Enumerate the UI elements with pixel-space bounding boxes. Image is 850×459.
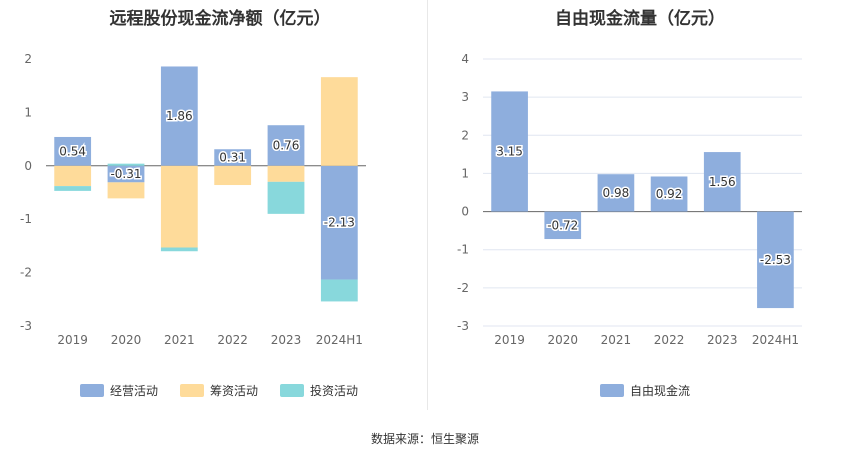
y-tick-label: 0 — [461, 205, 469, 219]
legend-swatch-operating — [80, 384, 104, 397]
x-tick-label: 2024H1 — [752, 333, 799, 347]
data-label: -2.13 — [324, 216, 355, 230]
data-label: 0.76 — [273, 139, 300, 153]
bar-investing — [107, 163, 145, 166]
legend-item-fcf[interactable]: 自由现金流 — [600, 382, 690, 399]
y-tick-label: 1 — [461, 166, 469, 180]
fcf-chart: 4 3 2 1 0 -1 -2 -3 2019 2020 2021 2022 2023 2024H1 3.1… — [457, 52, 802, 347]
bar-investing — [160, 247, 198, 252]
bar-operating — [160, 66, 198, 166]
legend-item-financing[interactable]: 筹资活动 — [180, 382, 258, 399]
legend-label-fcf: 自由现金流 — [630, 384, 691, 398]
y-tick-label: 3 — [461, 90, 469, 104]
bar-fcf — [757, 211, 794, 309]
data-label: -2.53 — [760, 253, 791, 267]
legend-swatch-financing — [180, 384, 205, 397]
bar-financing — [54, 165, 92, 187]
bar-fcf — [650, 176, 688, 212]
y-tick-label: 2 — [24, 52, 32, 66]
bar-financing — [267, 165, 305, 182]
x-tick-label: 2019 — [494, 333, 525, 347]
data-label: 0.54 — [59, 144, 86, 158]
legend-item-investing[interactable]: 投资活动 — [280, 382, 358, 399]
bar-investing — [267, 181, 305, 214]
cashflow-legend: 经营活动 筹资活动 投资活动 — [80, 382, 380, 399]
x-tick-label: 2021 — [601, 333, 632, 347]
cashflow-chart: 2 1 0 -1 -2 -3 2019 2020 2021 2022 2023 2024H1 0.54 -… — [20, 52, 366, 347]
bar-operating — [320, 165, 358, 280]
bar-financing — [107, 182, 145, 199]
data-label: -0.72 — [547, 218, 578, 232]
bar-operating — [267, 125, 305, 166]
chart-title-fcf: 自由现金流量（亿元） — [555, 9, 725, 29]
data-label: 0.31 — [219, 151, 246, 165]
bar-financing — [320, 77, 358, 166]
bar-fcf — [703, 152, 741, 212]
y-tick-label: -3 — [457, 319, 469, 333]
fcf-legend: 自由现金流 — [600, 382, 712, 399]
y-tick-label: 4 — [461, 52, 469, 66]
x-tick-label: 2019 — [57, 333, 88, 347]
bar-investing — [54, 186, 92, 191]
data-label: 1.56 — [709, 175, 736, 189]
bar-fcf — [491, 91, 528, 212]
legend-item-operating[interactable]: 经营活动 — [80, 382, 158, 399]
x-tick-label: 2023 — [271, 333, 302, 347]
bar-fcf — [544, 211, 582, 240]
data-label: 3.15 — [496, 144, 523, 158]
legend-swatch-fcf — [600, 384, 624, 397]
data-label: 1.86 — [166, 109, 193, 123]
y-tick-label: 2 — [461, 128, 469, 142]
y-tick-label: -1 — [457, 243, 469, 257]
x-tick-label: 2021 — [164, 333, 195, 347]
data-label: 0.98 — [603, 186, 630, 200]
y-tick-label: -2 — [457, 281, 469, 295]
panel-divider — [427, 0, 428, 410]
bar-financing — [214, 165, 252, 186]
y-tick-label: 0 — [24, 159, 32, 173]
x-tick-label: 2022 — [217, 333, 248, 347]
data-source-note: 数据来源：恒生聚源 — [370, 432, 479, 446]
x-tick-label: 2020 — [547, 333, 578, 347]
data-label: -0.31 — [110, 167, 141, 181]
bar-operating — [214, 149, 252, 166]
bar-operating — [107, 165, 145, 183]
x-tick-label: 2020 — [111, 333, 142, 347]
y-tick-label: -1 — [20, 212, 32, 226]
y-tick-label: -2 — [20, 266, 32, 280]
chart-title-cashflow: 远程股份现金流净额（亿元） — [109, 9, 331, 29]
legend-label-financing: 筹资活动 — [210, 384, 259, 398]
y-tick-label: 1 — [24, 105, 32, 119]
bar-financing — [160, 165, 198, 248]
bar-investing — [320, 279, 358, 302]
x-tick-label: 2022 — [654, 333, 685, 347]
bar-fcf — [597, 174, 635, 212]
data-label: 0.92 — [656, 187, 683, 201]
x-tick-label: 2023 — [707, 333, 738, 347]
legend-swatch-investing — [280, 384, 305, 397]
legend-label-operating: 经营活动 — [110, 384, 159, 398]
legend-label-investing: 投资活动 — [310, 384, 359, 398]
bar-operating — [54, 136, 92, 166]
y-tick-label: -3 — [20, 319, 32, 333]
x-tick-label: 2024H1 — [316, 333, 363, 347]
